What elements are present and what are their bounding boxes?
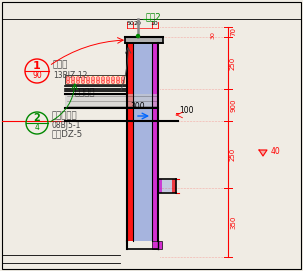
- Text: 300: 300: [131, 102, 145, 111]
- Text: 平屋DZ-5: 平屋DZ-5: [52, 130, 83, 138]
- Text: 50: 50: [126, 21, 134, 26]
- Circle shape: [111, 80, 115, 83]
- Circle shape: [71, 80, 75, 83]
- Bar: [65, 94, 158, 108]
- Text: 100: 100: [179, 106, 193, 115]
- Circle shape: [106, 77, 110, 80]
- Bar: [133, 43, 152, 241]
- Text: 10: 10: [150, 21, 158, 26]
- Circle shape: [116, 77, 120, 80]
- Text: 350: 350: [230, 216, 236, 229]
- Circle shape: [121, 77, 125, 80]
- Bar: [158, 179, 162, 193]
- Circle shape: [101, 77, 105, 80]
- Circle shape: [81, 80, 85, 83]
- Text: 30: 30: [211, 31, 216, 39]
- Circle shape: [86, 80, 90, 83]
- Bar: [125, 37, 163, 43]
- Circle shape: [91, 80, 95, 83]
- Circle shape: [116, 80, 120, 83]
- Circle shape: [71, 77, 75, 80]
- Circle shape: [91, 77, 95, 80]
- Text: 2: 2: [34, 113, 40, 123]
- Text: 20: 20: [133, 21, 141, 26]
- Circle shape: [111, 77, 115, 80]
- Bar: [65, 75, 127, 84]
- Text: 70: 70: [230, 27, 236, 37]
- Text: 铝板压顶: 铝板压顶: [75, 89, 95, 98]
- Circle shape: [106, 80, 110, 83]
- Text: 900: 900: [230, 98, 236, 112]
- Circle shape: [101, 80, 105, 83]
- Text: 13BJZ-12: 13BJZ-12: [53, 70, 87, 79]
- Polygon shape: [259, 150, 267, 156]
- Text: 防水收头详: 防水收头详: [52, 111, 78, 121]
- Text: 4: 4: [35, 124, 39, 133]
- Bar: [172, 179, 176, 193]
- Bar: [152, 241, 162, 249]
- Bar: [159, 180, 175, 192]
- Text: 栏杆2: 栏杆2: [146, 12, 162, 21]
- Circle shape: [96, 77, 100, 80]
- Text: 40: 40: [271, 147, 281, 156]
- Text: 08BJ5-1: 08BJ5-1: [52, 121, 82, 130]
- Circle shape: [96, 80, 100, 83]
- Text: 女儿墙: 女儿墙: [53, 60, 68, 69]
- Bar: [152, 43, 158, 241]
- Text: 90: 90: [32, 72, 42, 80]
- Circle shape: [81, 77, 85, 80]
- Circle shape: [76, 77, 80, 80]
- Circle shape: [136, 34, 139, 37]
- Circle shape: [66, 77, 70, 80]
- Text: 1: 1: [33, 61, 41, 71]
- Circle shape: [121, 80, 125, 83]
- Text: 250: 250: [230, 56, 236, 70]
- Text: 250: 250: [230, 148, 236, 161]
- Bar: [127, 43, 133, 241]
- Circle shape: [76, 80, 80, 83]
- Circle shape: [66, 80, 70, 83]
- Circle shape: [86, 77, 90, 80]
